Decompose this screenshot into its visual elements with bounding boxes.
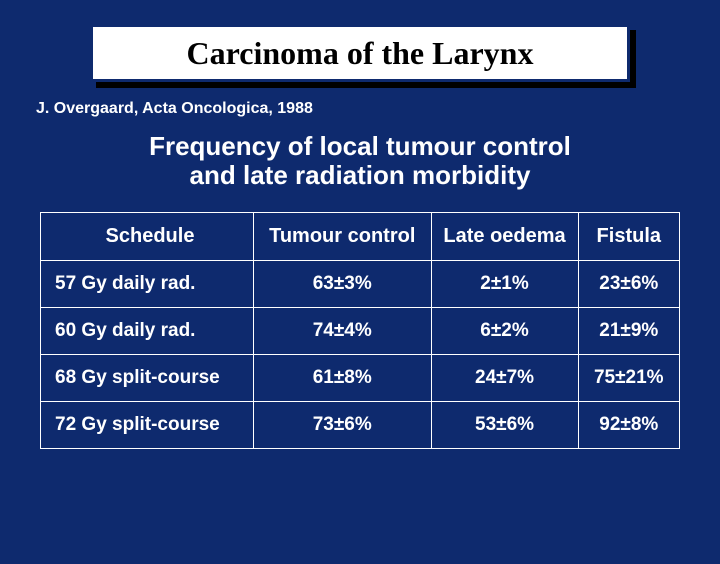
cell-tumour-control: 74±4% bbox=[254, 308, 432, 355]
data-table: Schedule Tumour control Late oedema Fist… bbox=[40, 212, 680, 449]
cell-tumour-control: 61±8% bbox=[254, 355, 432, 402]
cell-schedule: 72 Gy split-course bbox=[41, 402, 254, 449]
cell-tumour-control: 63±3% bbox=[254, 261, 432, 308]
table-row: 72 Gy split-course 73±6% 53±6% 92±8% bbox=[41, 402, 680, 449]
cell-tumour-control: 73±6% bbox=[254, 402, 432, 449]
subtitle: Frequency of local tumour control and la… bbox=[0, 132, 720, 212]
cell-fistula: 21±9% bbox=[578, 308, 679, 355]
cell-schedule: 68 Gy split-course bbox=[41, 355, 254, 402]
table-row: 60 Gy daily rad. 74±4% 6±2% 21±9% bbox=[41, 308, 680, 355]
col-header-tumour-control: Tumour control bbox=[254, 213, 432, 261]
cell-fistula: 92±8% bbox=[578, 402, 679, 449]
cell-late-oedema: 24±7% bbox=[431, 355, 578, 402]
col-header-schedule: Schedule bbox=[41, 213, 254, 261]
subtitle-line1: Frequency of local tumour control bbox=[149, 131, 571, 161]
title-box: Carcinoma of the Larynx bbox=[90, 24, 630, 82]
col-header-late-oedema: Late oedema bbox=[431, 213, 578, 261]
cell-schedule: 60 Gy daily rad. bbox=[41, 308, 254, 355]
cell-late-oedema: 2±1% bbox=[431, 261, 578, 308]
cell-late-oedema: 6±2% bbox=[431, 308, 578, 355]
page-title: Carcinoma of the Larynx bbox=[187, 35, 534, 72]
col-header-fistula: Fistula bbox=[578, 213, 679, 261]
title-panel: Carcinoma of the Larynx bbox=[90, 24, 630, 82]
table-row: 68 Gy split-course 61±8% 24±7% 75±21% bbox=[41, 355, 680, 402]
cell-schedule: 57 Gy daily rad. bbox=[41, 261, 254, 308]
cell-fistula: 23±6% bbox=[578, 261, 679, 308]
table-header-row: Schedule Tumour control Late oedema Fist… bbox=[41, 213, 680, 261]
citation: J. Overgaard, Acta Oncologica, 1988 bbox=[0, 100, 720, 132]
subtitle-line2: and late radiation morbidity bbox=[190, 160, 531, 190]
table-row: 57 Gy daily rad. 63±3% 2±1% 23±6% bbox=[41, 261, 680, 308]
cell-fistula: 75±21% bbox=[578, 355, 679, 402]
cell-late-oedema: 53±6% bbox=[431, 402, 578, 449]
